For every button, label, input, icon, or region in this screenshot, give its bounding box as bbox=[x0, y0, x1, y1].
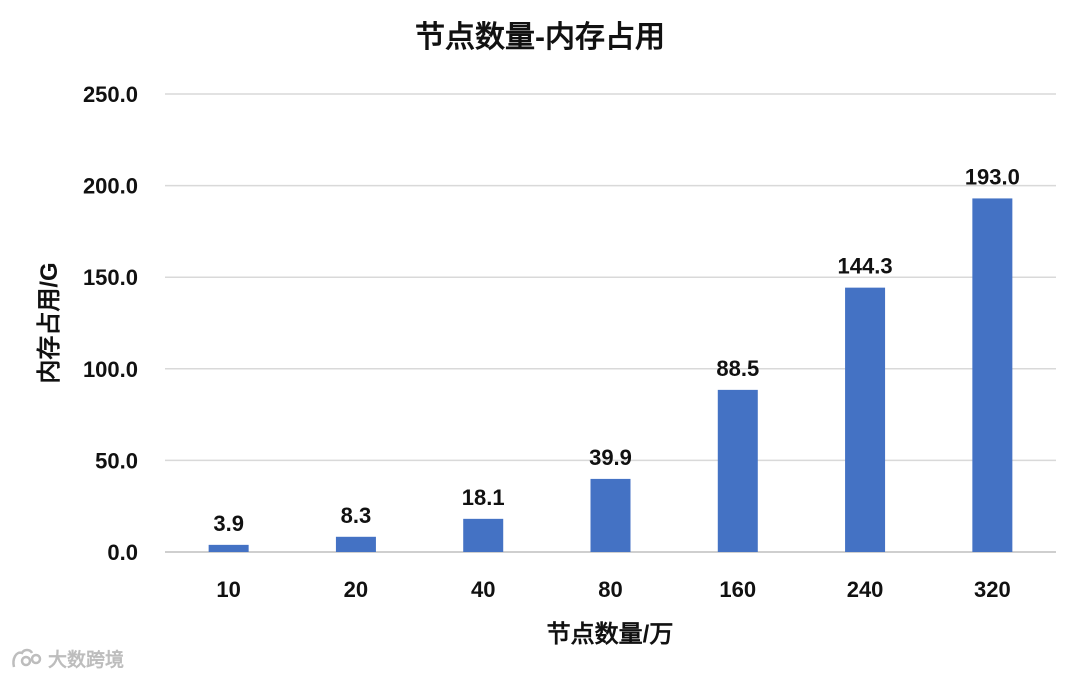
bar-240 bbox=[845, 287, 886, 552]
data-label: 39.9 bbox=[589, 445, 632, 470]
x-tick-label: 20 bbox=[344, 577, 368, 602]
bar-80 bbox=[590, 478, 631, 552]
brand-logo-icon bbox=[12, 648, 42, 667]
x-tick-label: 40 bbox=[471, 577, 495, 602]
chart-title: 节点数量-内存占用 bbox=[415, 21, 665, 54]
y-axis-title: 内存占用/G bbox=[36, 262, 63, 383]
watermark-text: 大数跨境 bbox=[48, 650, 125, 671]
x-tick-label: 80 bbox=[598, 577, 622, 602]
x-tick-label: 160 bbox=[719, 577, 756, 602]
bar-320 bbox=[972, 198, 1013, 552]
data-label: 8.3 bbox=[341, 503, 372, 528]
data-label: 144.3 bbox=[838, 254, 893, 279]
y-axis-ticks: 0.0 50.0 100.0 150.0 200.0 250.0 bbox=[83, 82, 138, 565]
y-tick-label: 100.0 bbox=[83, 357, 138, 382]
bars bbox=[208, 198, 1013, 552]
x-axis-title: 节点数量/万 bbox=[547, 621, 674, 648]
bar-10 bbox=[208, 544, 249, 552]
y-tick-label: 200.0 bbox=[83, 174, 138, 199]
data-label: 88.5 bbox=[716, 356, 759, 381]
x-tick-label: 320 bbox=[974, 577, 1011, 602]
bar-160 bbox=[717, 389, 758, 552]
y-tick-label: 250.0 bbox=[83, 82, 138, 107]
data-label: 193.0 bbox=[965, 164, 1020, 189]
data-label: 3.9 bbox=[213, 511, 244, 536]
x-axis-ticks: 10 20 40 80 160 240 320 bbox=[216, 577, 1010, 602]
y-tick-label: 150.0 bbox=[83, 265, 138, 290]
y-tick-label: 50.0 bbox=[95, 448, 138, 473]
data-labels: 3.9 8.3 18.1 39.9 88.5 144.3 193.0 bbox=[213, 164, 1020, 535]
y-tick-label: 0.0 bbox=[107, 540, 138, 565]
data-label: 18.1 bbox=[462, 485, 505, 510]
x-tick-label: 240 bbox=[847, 577, 884, 602]
bar-40 bbox=[463, 518, 504, 552]
gridlines bbox=[165, 93, 1056, 553]
watermark: 大数跨境 bbox=[10, 645, 124, 672]
x-tick-label: 10 bbox=[216, 577, 240, 602]
bar-20 bbox=[335, 536, 376, 552]
